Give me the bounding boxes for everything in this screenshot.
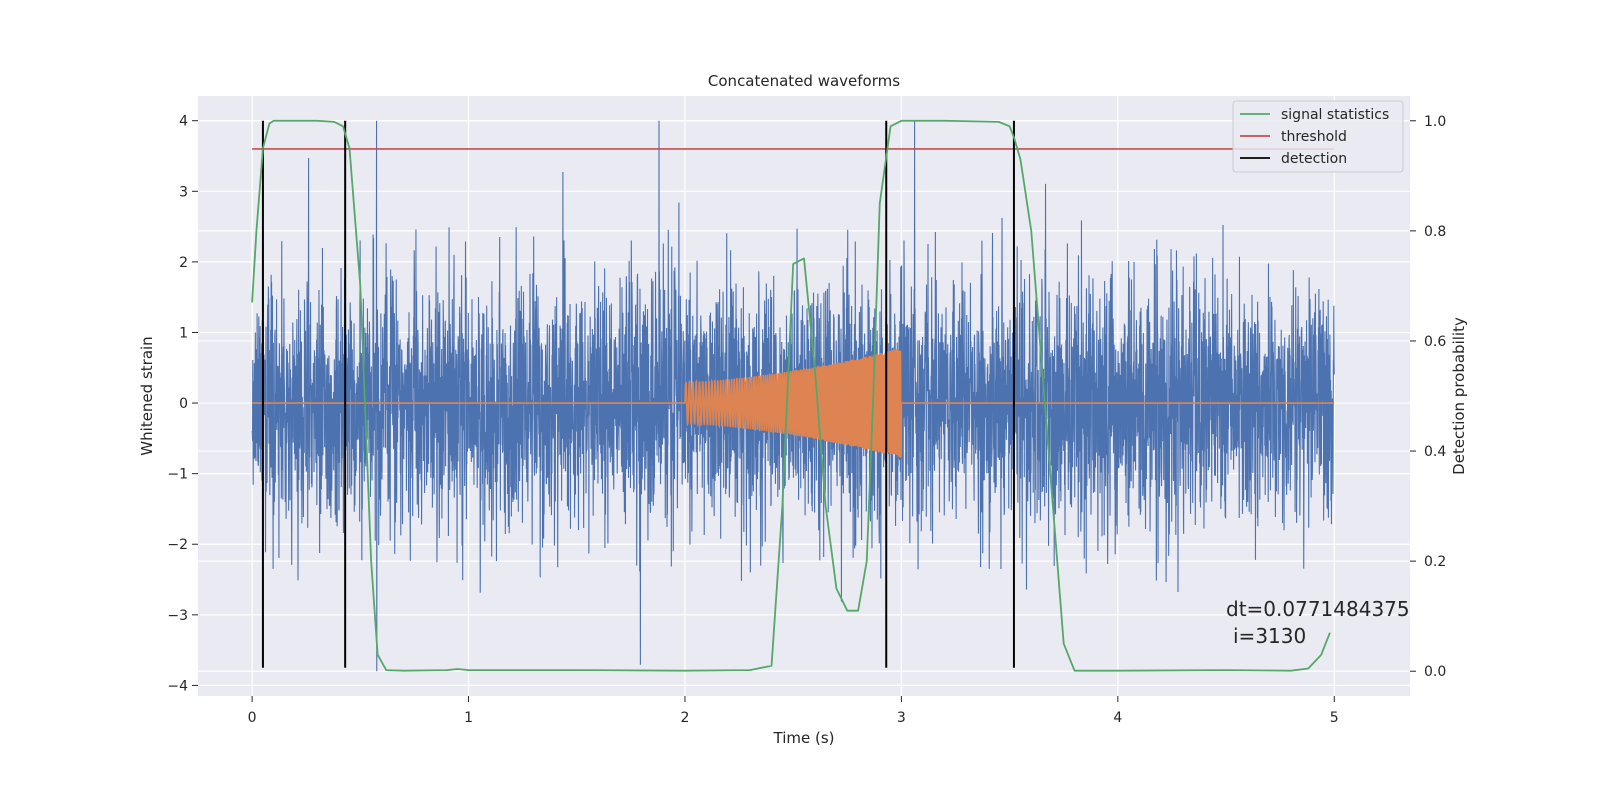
x-tick-label: 2 <box>681 710 690 726</box>
y-tick-label: −1 <box>167 467 188 483</box>
signal-statistics-line <box>251 119 1331 672</box>
x-tick-label: 0 <box>248 710 257 726</box>
y-tick-label: 3 <box>179 184 188 200</box>
legend-label-detection: detection <box>1281 151 1347 167</box>
injection-series <box>252 349 1335 458</box>
annotation-i: i=3130 <box>1233 624 1306 648</box>
y2-axis-label: Detection probability <box>1450 317 1468 475</box>
y2-tick-label: 0.0 <box>1424 664 1446 680</box>
y2-tick-label: 0.4 <box>1424 444 1446 460</box>
y-tick-label: 0 <box>179 396 188 412</box>
plot-series <box>251 119 1335 672</box>
y-tick-label: −2 <box>167 537 188 553</box>
legend-box <box>1232 100 1404 173</box>
y-tick-label: 2 <box>179 255 188 271</box>
y2-tick-label: 1.0 <box>1424 114 1446 130</box>
y-tick-label: −3 <box>167 608 188 624</box>
x-tick-label: 5 <box>1330 710 1339 726</box>
y2-tick-label: 0.6 <box>1424 334 1446 350</box>
y2-tick-label: 0.8 <box>1424 224 1446 240</box>
y-tick-label: 1 <box>179 325 188 341</box>
legend-label-threshold: threshold <box>1281 129 1347 145</box>
chart-title: Concatenated waveforms <box>708 72 900 90</box>
x-tick-label: 1 <box>464 710 473 726</box>
x-tick-label: 4 <box>1113 710 1122 726</box>
y-axis-label: Whitened strain <box>138 336 156 455</box>
x-tick-label: 3 <box>897 710 906 726</box>
legend-label-signal-statistics: signal statistics <box>1281 107 1389 123</box>
y2-tick-label: 0.2 <box>1424 554 1446 570</box>
x-axis-label: Time (s) <box>773 729 835 747</box>
legend: signal statistics threshold detection <box>1232 100 1404 173</box>
annotation-dt: dt=0.0771484375 <box>1226 597 1410 621</box>
y-tick-label: 4 <box>179 114 188 130</box>
y-tick-label: −4 <box>167 678 188 694</box>
ticks: 0 1 2 3 4 5 4 3 2 1 0 −1 −2 −3 −4 1.0 0.8 0.6 0.4 0.2 0.0 <box>167 114 1446 726</box>
